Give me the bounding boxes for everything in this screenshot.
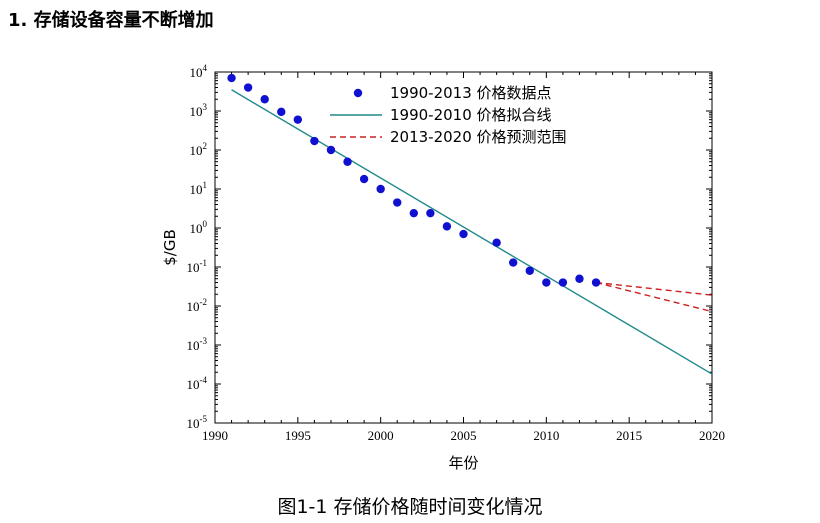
data-point [277, 107, 286, 117]
x-tick-label: 1995 [285, 428, 311, 443]
y-tick-label: 10-2 [187, 297, 208, 314]
prediction-lower-line [595, 281, 713, 313]
y-axis-label: $/GB [161, 229, 179, 266]
fit-line [231, 89, 713, 375]
legend-label: 1990-2010 价格拟合线 [390, 106, 552, 124]
data-point [326, 145, 336, 155]
section-heading: 1. 存储设备容量不断增加 [8, 10, 214, 31]
legend-marker-points [353, 88, 363, 98]
y-tick-label: 10-1 [187, 258, 208, 275]
data-point [509, 258, 518, 267]
legend-label: 1990-2013 价格数据点 [390, 84, 552, 102]
data-point [442, 222, 452, 231]
data-point [359, 174, 369, 184]
data-point [542, 278, 551, 287]
x-tick-label: 2005 [451, 428, 477, 443]
y-tick-label: 102 [190, 141, 208, 158]
x-tick-label: 2015 [616, 428, 642, 443]
y-tick-label: 101 [190, 180, 208, 197]
data-point [227, 73, 236, 83]
data-point [310, 136, 319, 146]
data-point [409, 208, 418, 218]
x-tick-label: 1990 [202, 428, 228, 443]
data-point [459, 229, 468, 239]
x-tick-label: 2020 [699, 428, 725, 443]
legend-label: 2013-2020 价格预测范围 [390, 128, 567, 146]
data-point [376, 184, 385, 194]
y-tick-label: 100 [190, 219, 208, 236]
y-tick-label: 10-3 [187, 336, 208, 353]
x-axis-label: 年份 [448, 454, 478, 472]
data-point [575, 274, 584, 283]
data-point [260, 95, 269, 104]
figure-caption: 图1-1 存储价格随时间变化情况 [277, 496, 543, 518]
data-point [343, 157, 352, 166]
y-tick-label: 10-4 [187, 375, 208, 392]
data-point [492, 238, 501, 247]
data-point [243, 83, 253, 92]
data-point [558, 278, 568, 287]
prediction-upper-line [595, 281, 713, 296]
data-point [525, 266, 534, 275]
y-tick-label: 10-5 [187, 414, 208, 431]
data-point [393, 198, 402, 207]
y-tick-label: 103 [190, 102, 208, 119]
data-point [591, 278, 601, 287]
x-tick-label: 2010 [533, 428, 559, 443]
data-point [426, 208, 435, 218]
data-point [293, 115, 303, 124]
x-tick-label: 2000 [368, 428, 394, 443]
y-tick-label: 104 [190, 63, 208, 80]
